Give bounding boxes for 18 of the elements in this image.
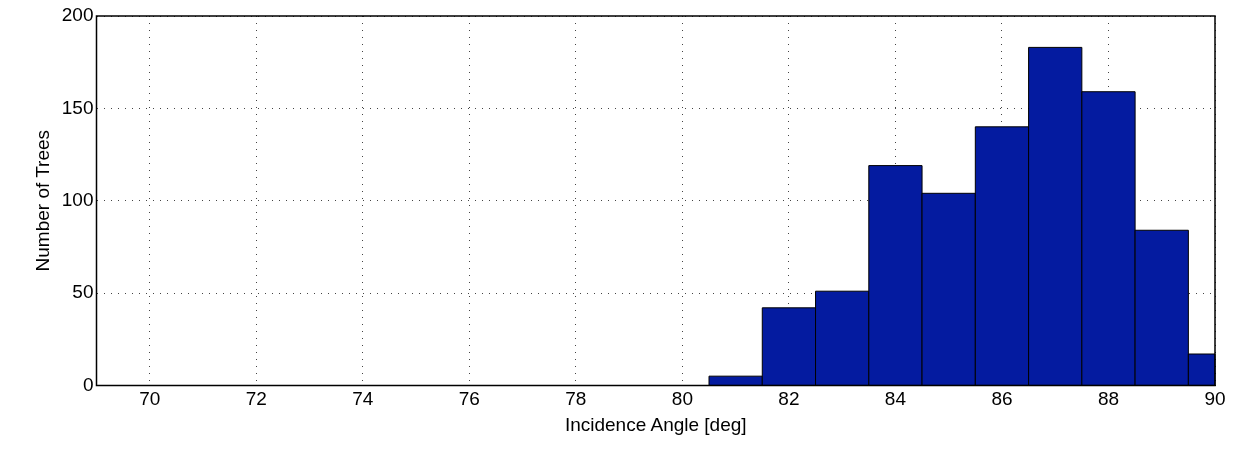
x-tick-label: 78 <box>565 388 587 410</box>
y-tick-label: 200 <box>61 4 94 26</box>
y-tick-label: 150 <box>61 96 94 118</box>
x-tick-label: 70 <box>139 388 161 410</box>
x-tick-label: 76 <box>458 388 480 410</box>
x-tick-label: 88 <box>1097 388 1120 410</box>
y-tick-label: 50 <box>72 281 94 303</box>
y-tick-label: 0 <box>82 373 94 395</box>
y-axis-title: Number of Trees <box>31 129 53 272</box>
x-tick-label: 80 <box>671 388 693 410</box>
y-tick-label: 100 <box>61 188 94 210</box>
x-tick-label: 74 <box>352 388 374 410</box>
x-tick-label: 82 <box>778 388 800 410</box>
x-tick-label: 86 <box>991 388 1013 410</box>
x-tick-label: 84 <box>884 388 907 410</box>
x-tick-label: 90 <box>1204 388 1226 410</box>
x-axis-title: Incidence Angle [deg] <box>564 413 747 435</box>
x-tick-label: 72 <box>245 388 267 410</box>
